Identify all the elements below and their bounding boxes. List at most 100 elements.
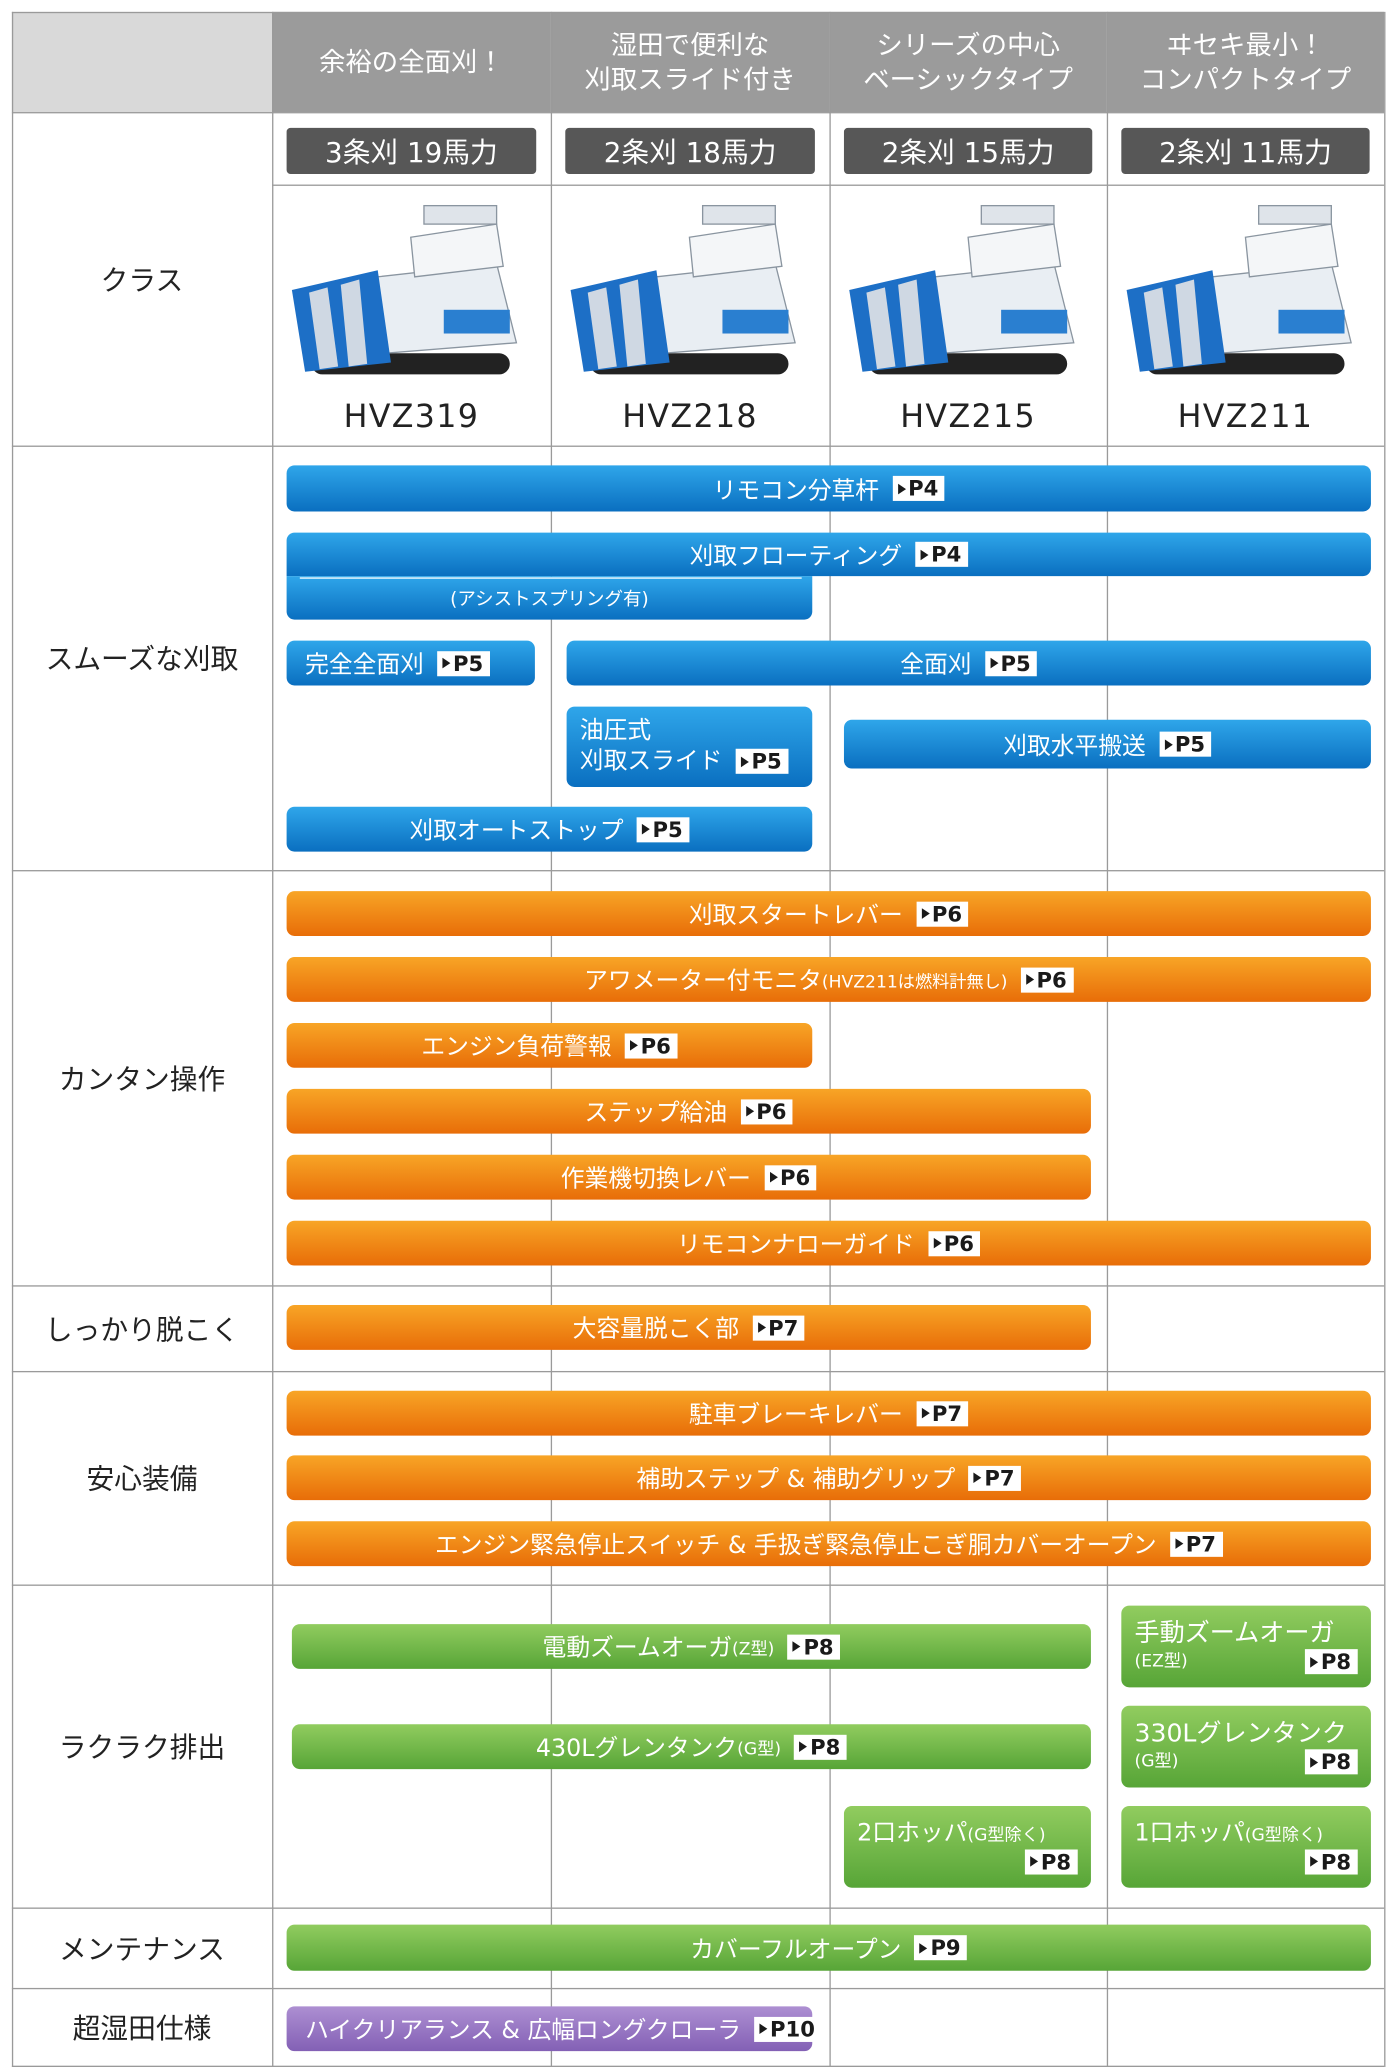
page-ref: P6 [927,1230,981,1256]
page-ref: P6 [764,1164,817,1190]
feature-bar: (アシストスプリング有) [286,576,813,620]
bar-text: 2口ホッパ [857,1819,968,1848]
feature-bar: リモコン分草杆 P4 [286,465,1371,512]
page-ref: P7 [752,1314,805,1340]
bar-text: リモコン分草杆 [712,476,880,505]
header-corner [11,11,273,113]
page-ref: P7 [968,1465,1022,1491]
feature-bar: エンジン緊急停止スイッチ & 手扱ぎ緊急停止こぎ胴カバーオープン P7 [286,1521,1371,1567]
feature-bar: 1口ホッパ(G型除く) P8 [1121,1805,1371,1888]
bar-line: 1口ホッパ(G型除く) [1135,1820,1358,1850]
page-ref: P4 [892,475,945,501]
bar-text: 電動ズームオーガ [542,1634,733,1663]
page-ref: P6 [916,901,969,927]
page-ref: P10 [754,2016,822,2042]
feature-bar: カバーフルオープン P9 [286,1924,1371,1971]
bar-line: P8 [857,1849,1078,1875]
page-ref: P5 [636,816,690,842]
bar-text: 330Lグレンタンク [1134,1718,1347,1748]
bar-text: リモコンナローガイド [676,1231,915,1259]
grid-line [272,11,274,2067]
row-label: 安心装備 [86,1463,198,1495]
page-ref: P5 [735,749,789,775]
harvester [564,198,815,383]
divider [299,577,802,579]
header-text: 刈取スライド付き [584,63,796,95]
page-ref: P5 [437,650,490,676]
feature-bar: 刈取スタートレバー P6 [286,891,1371,936]
feature-bar: 油圧式 刈取スライド P5 [566,706,813,787]
feature-bar: アワメーター付モニタ (HVZ211は燃料計無し) P6 [286,957,1371,1002]
harvester [1120,198,1371,383]
bar-text: ステップ給油 [584,1099,728,1128]
feature-bar: 手動ズームオーガ (EZ型) P8 [1121,1605,1371,1688]
page-ref: P8 [787,1633,841,1660]
bar-text: 刈取水平搬送 [1003,732,1146,760]
bar-line: (G型) P8 [1134,1749,1358,1775]
bar-text: (アシストスプリング有) [450,588,649,610]
page-ref: P6 [740,1098,794,1124]
bar-subtext: (G型除く) [967,1826,1046,1846]
power-label: 2条刈 18馬力 [565,127,815,175]
bar-line: P8 [1135,1849,1358,1875]
header-text: 湿田で便利な [610,29,770,61]
header-cell: シリーズの中心 ベーシックタイプ [829,11,1107,113]
page-ref: P9 [914,1935,968,1961]
harvester-image [291,204,518,375]
grid-line [11,1370,1385,1373]
header-text: 余裕の全面刈！ [318,46,504,78]
bar-subtext: (G型除く) [1244,1826,1323,1846]
grid-line [11,1285,1385,1287]
page-ref: P6 [1020,966,1074,992]
power-label: 2条刈 15馬力 [843,127,1093,175]
bar-text: 刈取フローティング [689,542,903,571]
bar-text: エンジン負荷警報 [421,1033,612,1062]
feature-bar: ステップ給油 P6 [286,1088,1091,1134]
bar-subtext: (HVZ211は燃料計無し) [821,972,1008,992]
page-ref: P8 [1305,1749,1358,1775]
bar-subtext: (Z型) [732,1639,775,1660]
row-label: 超湿田仕様 [72,2012,212,2045]
feature-bar: 430Lグレンタンク (G型) P8 [291,1724,1091,1770]
harvester [843,198,1094,383]
page-ref: P8 [1025,1849,1078,1875]
grid-line [11,11,14,2067]
power-label: 3条刈 19馬力 [286,127,537,175]
header-text: ベーシックタイプ [863,63,1073,95]
feature-bar: 2口ホッパ(G型除く) P8 [843,1805,1091,1888]
bar-text: 全面刈 [900,651,972,679]
feature-bar: 330Lグレンタンク (G型) P8 [1121,1705,1371,1788]
feature-bar: 刈取フローティング P4 [286,532,1371,577]
feature-bar: 刈取水平搬送 P5 [843,719,1371,769]
row-label: しっかり脱こく [44,1313,240,1346]
bar-text: 油圧式 [579,717,652,745]
bar-line: (EZ型) P8 [1134,1649,1358,1675]
grid-line [11,1907,1385,1909]
feature-bar: 補助ステップ & 補助グリップ P7 [286,1455,1371,1501]
bar-text: 刈取スタートレバー [688,901,903,930]
bar-line: 2口ホッパ(G型除く) [857,1820,1078,1850]
model-name: HVZ215 [900,398,1036,436]
header-cell: ヰセキ最小！ コンパクトタイプ [1106,11,1385,113]
feature-bar: 刈取オートストップ P5 [286,806,813,852]
page-ref: P5 [1159,731,1212,757]
bar-text: カバーフルオープン [690,1935,902,1964]
bar-subtext: (G型) [1134,1751,1179,1772]
grid-line [1106,11,1109,2067]
harvester-image [570,204,796,375]
feature-bar: リモコンナローガイド P6 [286,1220,1371,1266]
feature-bar: 駐車ブレーキレバー P7 [286,1390,1371,1436]
bar-text: 430Lグレンタンク [535,1734,738,1763]
harvester-image [849,204,1075,375]
bar-subtext: (EZ型) [1134,1651,1188,1672]
row-label: ラクラク排出 [58,1731,226,1764]
feature-bar: 作業機切換レバー P6 [286,1154,1091,1200]
model-name: HVZ211 [1177,398,1314,436]
feature-bar: エンジン負荷警報 P6 [286,1022,813,1068]
page-ref: P4 [915,541,968,567]
header-text: ヰセキ最小！ [1166,29,1325,61]
grid-line [11,1987,1385,1990]
bar-text: 補助ステップ & 補助グリップ [636,1465,956,1494]
page-ref: P7 [1169,1531,1223,1557]
